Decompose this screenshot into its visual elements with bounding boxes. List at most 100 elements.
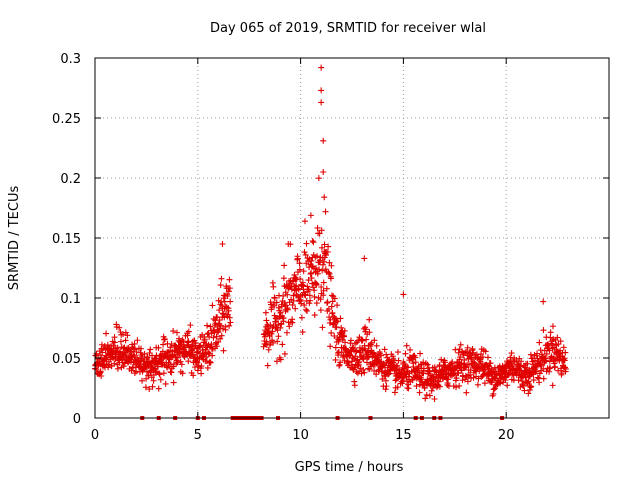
data-point — [525, 390, 532, 397]
data-point — [554, 334, 561, 341]
data-point — [513, 357, 520, 364]
data-point — [284, 306, 291, 313]
data-point — [308, 257, 315, 264]
data-point — [466, 371, 473, 378]
data-point — [95, 355, 102, 362]
data-point — [321, 241, 328, 248]
data-point — [294, 255, 301, 262]
data-point — [111, 334, 118, 341]
chart-title: Day 065 of 2019, SRMTID for receiver wla… — [210, 21, 486, 36]
data-point — [526, 386, 533, 393]
data-point — [342, 339, 349, 346]
data-point — [173, 329, 180, 336]
data-point — [324, 248, 331, 255]
data-point — [270, 339, 277, 346]
data-point — [204, 331, 211, 338]
data-point — [161, 336, 168, 343]
data-point — [316, 266, 323, 273]
data-point — [383, 351, 390, 358]
data-point — [519, 382, 526, 389]
data-point — [518, 358, 525, 365]
data-point — [360, 366, 367, 373]
data-point — [458, 360, 465, 367]
data-point — [224, 311, 231, 318]
data-point — [366, 316, 373, 323]
data-point — [479, 353, 486, 360]
data-point — [177, 358, 184, 365]
data-point — [412, 359, 419, 366]
data-point — [332, 344, 339, 351]
data-point — [269, 337, 276, 344]
data-point — [263, 317, 270, 324]
data-point — [221, 298, 228, 305]
data-point — [413, 383, 420, 390]
peak-data-point — [540, 298, 547, 305]
peak-data-point — [320, 169, 327, 175]
data-point — [341, 327, 348, 334]
peak-data-point — [285, 241, 292, 247]
data-point — [381, 346, 388, 353]
data-point — [560, 344, 567, 351]
data-point — [469, 345, 476, 352]
data-point — [561, 357, 568, 364]
data-point — [484, 354, 491, 361]
data-point — [453, 375, 460, 382]
data-point — [221, 314, 228, 321]
data-point — [273, 299, 280, 306]
data-point — [227, 319, 234, 326]
data-point — [358, 370, 365, 377]
data-point — [409, 377, 416, 384]
data-point — [524, 360, 531, 367]
data-point — [138, 345, 145, 352]
data-point — [338, 324, 345, 331]
data-point — [362, 326, 369, 333]
data-point — [283, 329, 290, 336]
data-point — [313, 300, 320, 307]
data-point — [167, 368, 174, 375]
data-point — [371, 367, 378, 374]
data-point — [457, 354, 464, 361]
data-point — [185, 328, 192, 335]
data-point — [216, 317, 223, 324]
data-point — [306, 264, 313, 271]
data-point — [99, 349, 106, 356]
data-point — [317, 307, 324, 314]
data-point — [403, 368, 410, 375]
x-tick-label: 0 — [91, 428, 99, 443]
data-point — [298, 300, 305, 307]
y-tick-label: 0.15 — [52, 232, 81, 247]
data-point — [319, 267, 326, 274]
data-point — [325, 243, 332, 250]
data-point — [520, 382, 527, 389]
data-point — [176, 335, 183, 342]
data-point — [292, 305, 299, 312]
data-point — [130, 345, 137, 352]
data-point — [540, 327, 547, 334]
data-point — [324, 299, 331, 306]
data-point — [207, 323, 214, 330]
data-point — [157, 376, 164, 383]
data-point — [301, 218, 308, 225]
data-point — [301, 249, 308, 256]
data-point — [316, 230, 323, 237]
data-point — [334, 302, 341, 309]
data-point — [333, 324, 340, 331]
data-point — [148, 360, 155, 367]
data-point — [160, 370, 167, 377]
data-point — [134, 337, 141, 344]
data-point — [371, 337, 378, 344]
data-point — [458, 367, 465, 374]
data-point — [270, 283, 277, 290]
data-point — [216, 307, 223, 314]
data-point — [315, 175, 322, 182]
data-point — [558, 370, 565, 377]
data-point — [536, 339, 543, 346]
data-point — [307, 297, 314, 304]
data-point — [277, 356, 284, 363]
data-point — [307, 212, 314, 219]
data-point — [178, 361, 185, 368]
data-point — [363, 336, 370, 343]
data-point — [174, 359, 181, 366]
data-point — [190, 372, 197, 379]
axes: 0 5 10 15 20 0 0.05 0.1 0.15 0.2 0.25 0.3 — [52, 52, 610, 443]
